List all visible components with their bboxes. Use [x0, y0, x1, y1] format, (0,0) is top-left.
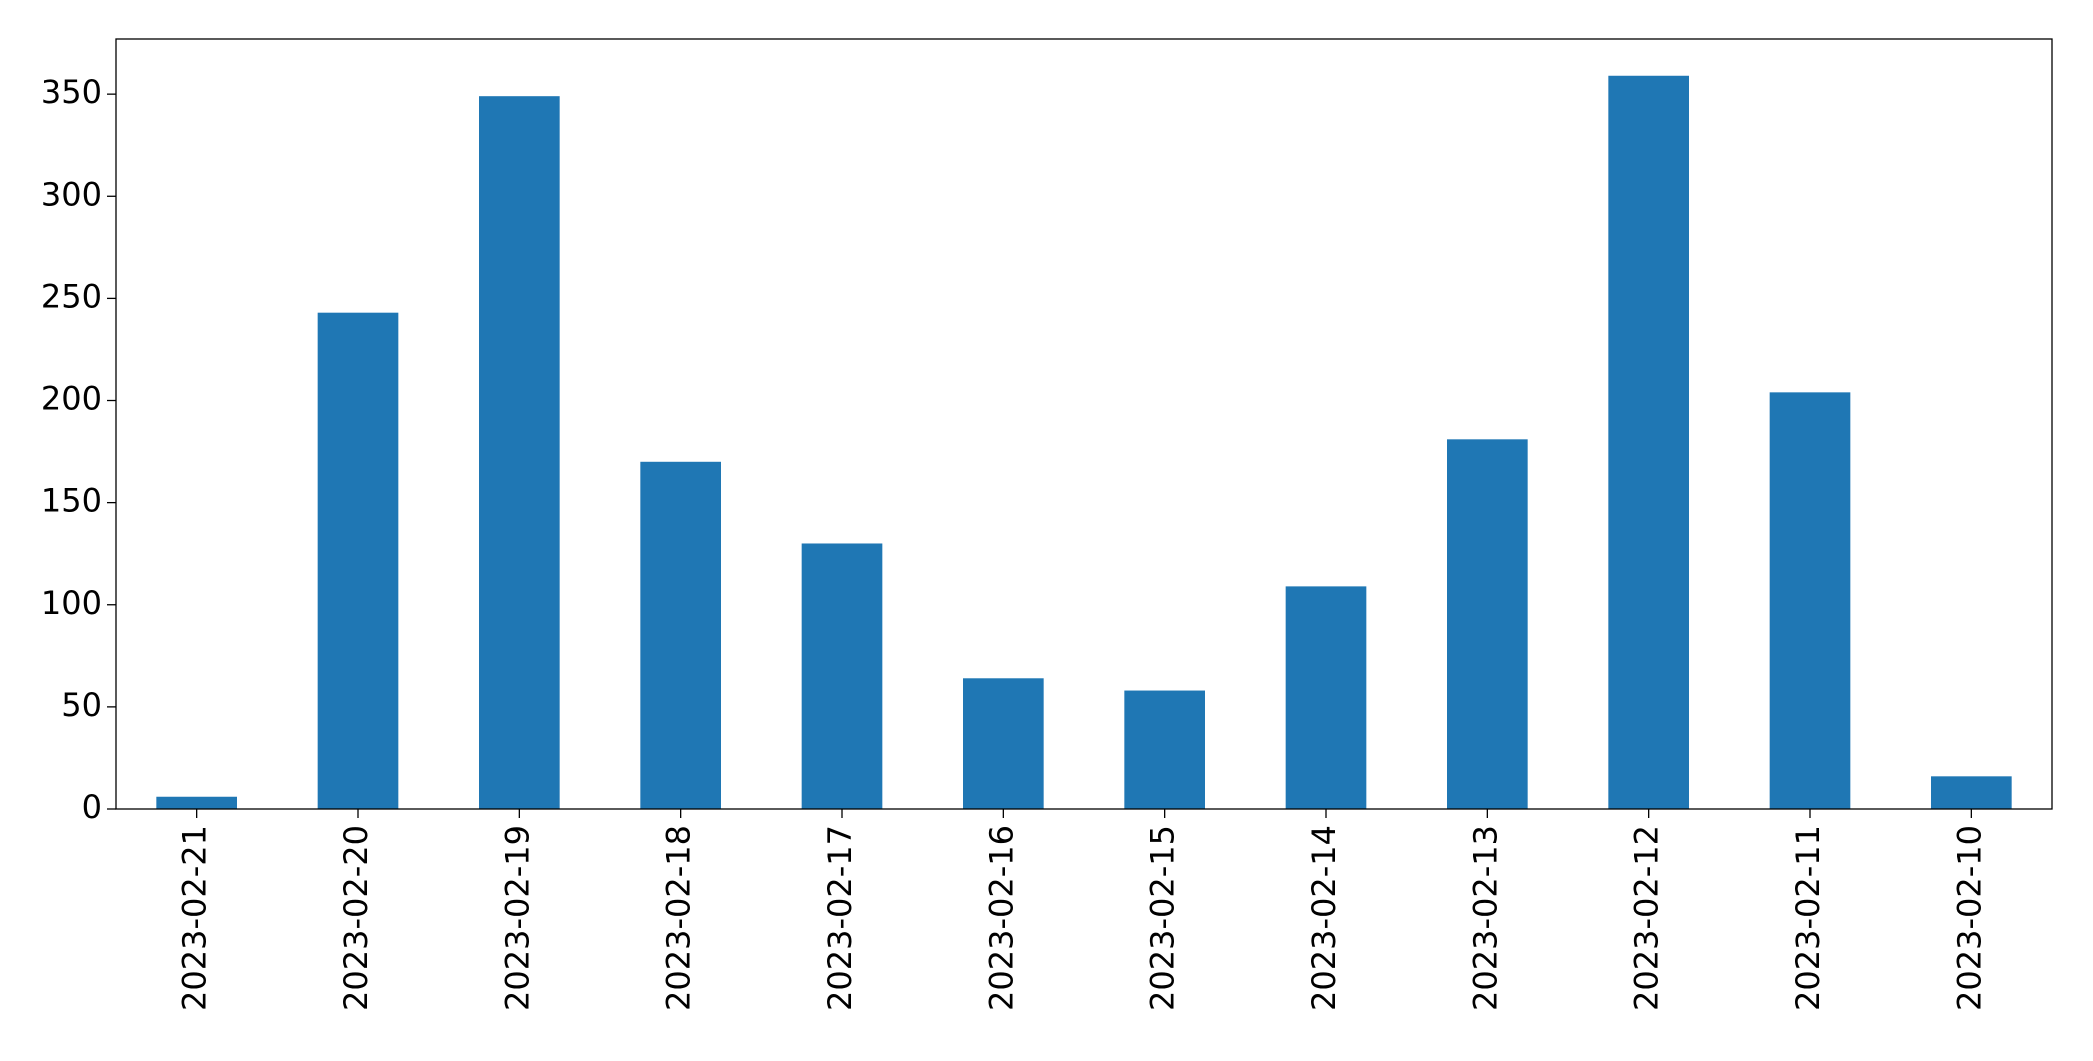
- y-tick-label: 200: [41, 380, 102, 418]
- bar: [317, 312, 399, 809]
- y-tick-label: 100: [41, 584, 102, 622]
- y-tick-label: 350: [41, 73, 102, 111]
- bar: [1124, 690, 1205, 809]
- bar: [1608, 75, 1689, 810]
- bar: [1931, 776, 2012, 809]
- y-tick-label: 50: [61, 686, 102, 724]
- y-tick-label: 0: [82, 788, 102, 826]
- y-tick-label: 300: [41, 175, 102, 213]
- bar: [801, 543, 883, 809]
- x-tick-label: 2023-02-13: [1466, 825, 1504, 1011]
- bar: [1447, 439, 1528, 809]
- axes-frame: [115, 38, 2053, 810]
- bar: [963, 678, 1044, 809]
- x-tick-label: 2023-02-16: [982, 825, 1020, 1011]
- y-tick-label: 250: [41, 277, 102, 315]
- x-tick-label: 2023-02-17: [821, 825, 859, 1011]
- y-tick-label: 150: [41, 482, 102, 520]
- x-tick-label: 2023-02-14: [1305, 825, 1343, 1011]
- x-tick-label: 2023-02-19: [498, 825, 536, 1011]
- x-tick-label: 2023-02-18: [660, 825, 698, 1011]
- bar: [479, 96, 560, 809]
- bar: [1769, 392, 1851, 809]
- x-tick-label: 2023-02-11: [1789, 825, 1827, 1011]
- x-tick-label: 2023-02-10: [1950, 825, 1988, 1011]
- x-tick-label: 2023-02-15: [1144, 825, 1182, 1011]
- x-tick-label: 2023-02-21: [176, 825, 214, 1011]
- x-tick-label: 2023-02-12: [1628, 825, 1666, 1011]
- bar: [156, 796, 237, 809]
- bar: [1285, 586, 1367, 809]
- bar: [640, 461, 721, 809]
- x-tick-label: 2023-02-20: [337, 825, 375, 1011]
